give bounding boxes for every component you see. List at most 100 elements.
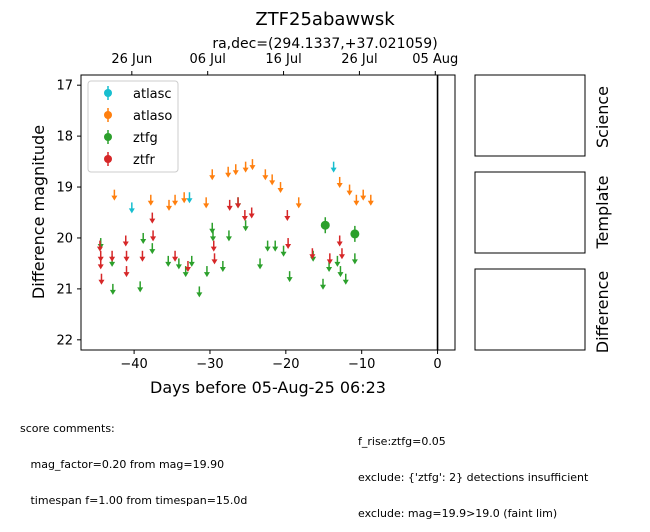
comment-line: score comments: xyxy=(20,422,115,435)
science-stamp-label: Science xyxy=(593,86,612,148)
ztfg-upper-limit-point xyxy=(165,255,172,267)
y-tick-label: 22 xyxy=(56,333,73,348)
atlasc-upper-limit-point xyxy=(330,161,337,173)
ztfg-upper-limit-point xyxy=(203,266,210,278)
ztfg-upper-limit-point xyxy=(219,260,226,272)
ztfr-upper-limit-head xyxy=(172,256,179,262)
atlaso-upper-limit-head xyxy=(249,165,256,171)
ztfr-upper-limit-head xyxy=(139,256,146,262)
score-comments-left: score comments: mag_factor=0.20 from mag… xyxy=(20,399,247,519)
ztfr-upper-limit-head xyxy=(97,264,104,270)
ztfr-upper-limit-head xyxy=(309,254,316,260)
y-tick-label: 18 xyxy=(56,130,73,145)
ztfg-upper-limit-head xyxy=(225,236,232,242)
ztfr-upper-limit-point xyxy=(336,235,343,247)
ztfr-upper-limit-head xyxy=(98,279,105,285)
atlaso-upper-limit-point xyxy=(172,194,179,206)
atlaso-upper-limit-point xyxy=(277,182,284,194)
legend-item-atlasc: atlasc xyxy=(104,86,172,102)
atlaso-upper-limit-head xyxy=(232,170,239,176)
ztfr-upper-limit-point xyxy=(309,248,316,260)
atlasc-upper-limit-head xyxy=(186,198,193,204)
ztfg-upper-limit-head xyxy=(342,279,349,285)
ztfg-upper-limit-head xyxy=(264,246,271,252)
axes: −40 −30 −20 −10 0 17 18 19 20 21 22 26 Jun 06 Jul 16 … xyxy=(56,52,458,372)
ztfg-upper-limit-head xyxy=(182,272,189,278)
atlaso-upper-limit-head xyxy=(262,175,269,181)
ztfg-upper-limit-point xyxy=(196,286,203,298)
atlasc-upper-limit-head xyxy=(330,167,337,173)
legend-marker xyxy=(104,133,112,141)
atlaso-upper-limit-point xyxy=(249,159,256,171)
ztfr-upper-limit-head xyxy=(122,241,129,247)
atlaso-upper-limit-head xyxy=(242,167,249,173)
x-tick-label: −40 xyxy=(120,357,147,372)
legend: atlasc atlaso ztfg ztfr xyxy=(87,80,179,173)
atlaso-upper-limit-point xyxy=(367,194,374,206)
ztfg-upper-limit-head xyxy=(310,256,317,262)
ztfg-upper-limit-head xyxy=(140,238,147,244)
ztfr-upper-limit-head xyxy=(109,256,116,262)
ztfg-upper-limit-head xyxy=(286,277,293,283)
ztfg-upper-limit-point xyxy=(210,230,216,242)
ztfg-upper-limit-head xyxy=(320,284,326,290)
ztfr-upper-limit-point xyxy=(235,197,242,209)
y-tick-label: 17 xyxy=(56,79,73,94)
plot-marks xyxy=(96,75,439,350)
atlaso-upper-limit-head xyxy=(353,200,360,206)
atlaso-upper-limit-head xyxy=(367,200,374,206)
atlaso-upper-limit-head xyxy=(295,203,302,209)
atlaso-upper-limit-head xyxy=(225,172,232,178)
top-tick-label: 06 Jul xyxy=(190,52,226,67)
ztfr-upper-limit-point xyxy=(241,210,248,222)
atlaso-upper-limit-head xyxy=(336,182,343,188)
science-stamp xyxy=(474,74,586,157)
atlaso-upper-limit-head xyxy=(147,200,154,206)
ztfr-upper-limit-head xyxy=(210,246,217,252)
ztfr-upper-limit-point xyxy=(98,273,105,285)
ztfr-upper-limit-point xyxy=(149,212,156,224)
legend-item-ztfg: ztfg xyxy=(104,130,158,146)
atlaso-upper-limit-point xyxy=(295,197,302,209)
atlaso-upper-limit-point xyxy=(147,194,154,206)
atlaso-upper-limit-point xyxy=(166,199,172,211)
ztfg-upper-limit-head xyxy=(175,264,182,270)
y-axis-label: Difference magnitude xyxy=(29,125,48,299)
legend-marker xyxy=(104,111,112,119)
atlaso-upper-limit-point xyxy=(262,169,269,181)
ztfr-upper-limit-head xyxy=(284,216,291,222)
atlaso-upper-limit-point xyxy=(269,174,276,186)
ztfg-detection-point xyxy=(320,217,330,234)
series-atlasc xyxy=(128,161,337,214)
ztfg-upper-limit-point xyxy=(242,220,249,232)
ztfg-upper-limit-point xyxy=(272,240,279,252)
atlaso-upper-limit-head xyxy=(209,175,216,181)
ztfr-upper-limit-head xyxy=(285,244,292,250)
atlaso-upper-limit-head xyxy=(172,200,179,206)
atlaso-upper-limit-head xyxy=(346,190,353,196)
y-tick-label: 20 xyxy=(56,231,73,246)
ztfg-upper-limit-point xyxy=(264,240,271,252)
series-ztfr xyxy=(96,197,345,285)
atlaso-upper-limit-point xyxy=(336,176,343,188)
top-axis-label: ra,dec=(294.1337,+37.021059) xyxy=(212,36,437,52)
ztfg-upper-limit-head xyxy=(272,246,279,252)
atlasc-upper-limit-point xyxy=(186,192,193,204)
ztfr-upper-limit-head xyxy=(150,236,157,242)
comment-line: mag_factor=0.20 from mag=19.90 xyxy=(20,458,225,471)
ztfg-upper-limit-head xyxy=(334,261,341,267)
ztfg-upper-limit-head xyxy=(137,287,144,293)
ztfr-upper-limit-point xyxy=(122,235,129,247)
ztfg-upper-limit-head xyxy=(351,259,358,265)
ztfg-upper-limit-head xyxy=(165,261,172,267)
x-tick-label: −30 xyxy=(196,357,223,372)
ztfr-upper-limit-head xyxy=(336,241,343,247)
atlaso-upper-limit-head xyxy=(360,195,367,201)
ztfr-upper-limit-head xyxy=(184,266,191,272)
ztfg-upper-limit-head xyxy=(242,226,249,232)
x-axis-label: Days before 05-Aug-25 06:23 xyxy=(150,378,386,397)
ztfg-upper-limit-point xyxy=(149,243,156,255)
ztfr-upper-limit-head xyxy=(123,256,130,262)
ztfr-upper-limit-point xyxy=(184,260,191,272)
x-tick-label: −10 xyxy=(348,357,375,372)
